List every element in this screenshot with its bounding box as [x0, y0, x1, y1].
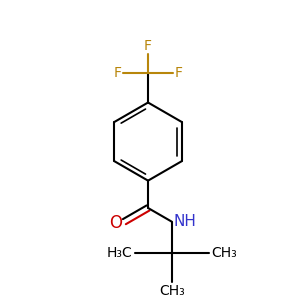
Text: F: F [174, 66, 182, 80]
Text: F: F [114, 66, 122, 80]
Text: CH₃: CH₃ [211, 246, 236, 260]
Text: O: O [110, 214, 122, 232]
Text: H₃C: H₃C [107, 246, 133, 260]
Text: CH₃: CH₃ [159, 284, 184, 298]
Text: NH: NH [174, 214, 196, 229]
Text: F: F [144, 39, 152, 53]
